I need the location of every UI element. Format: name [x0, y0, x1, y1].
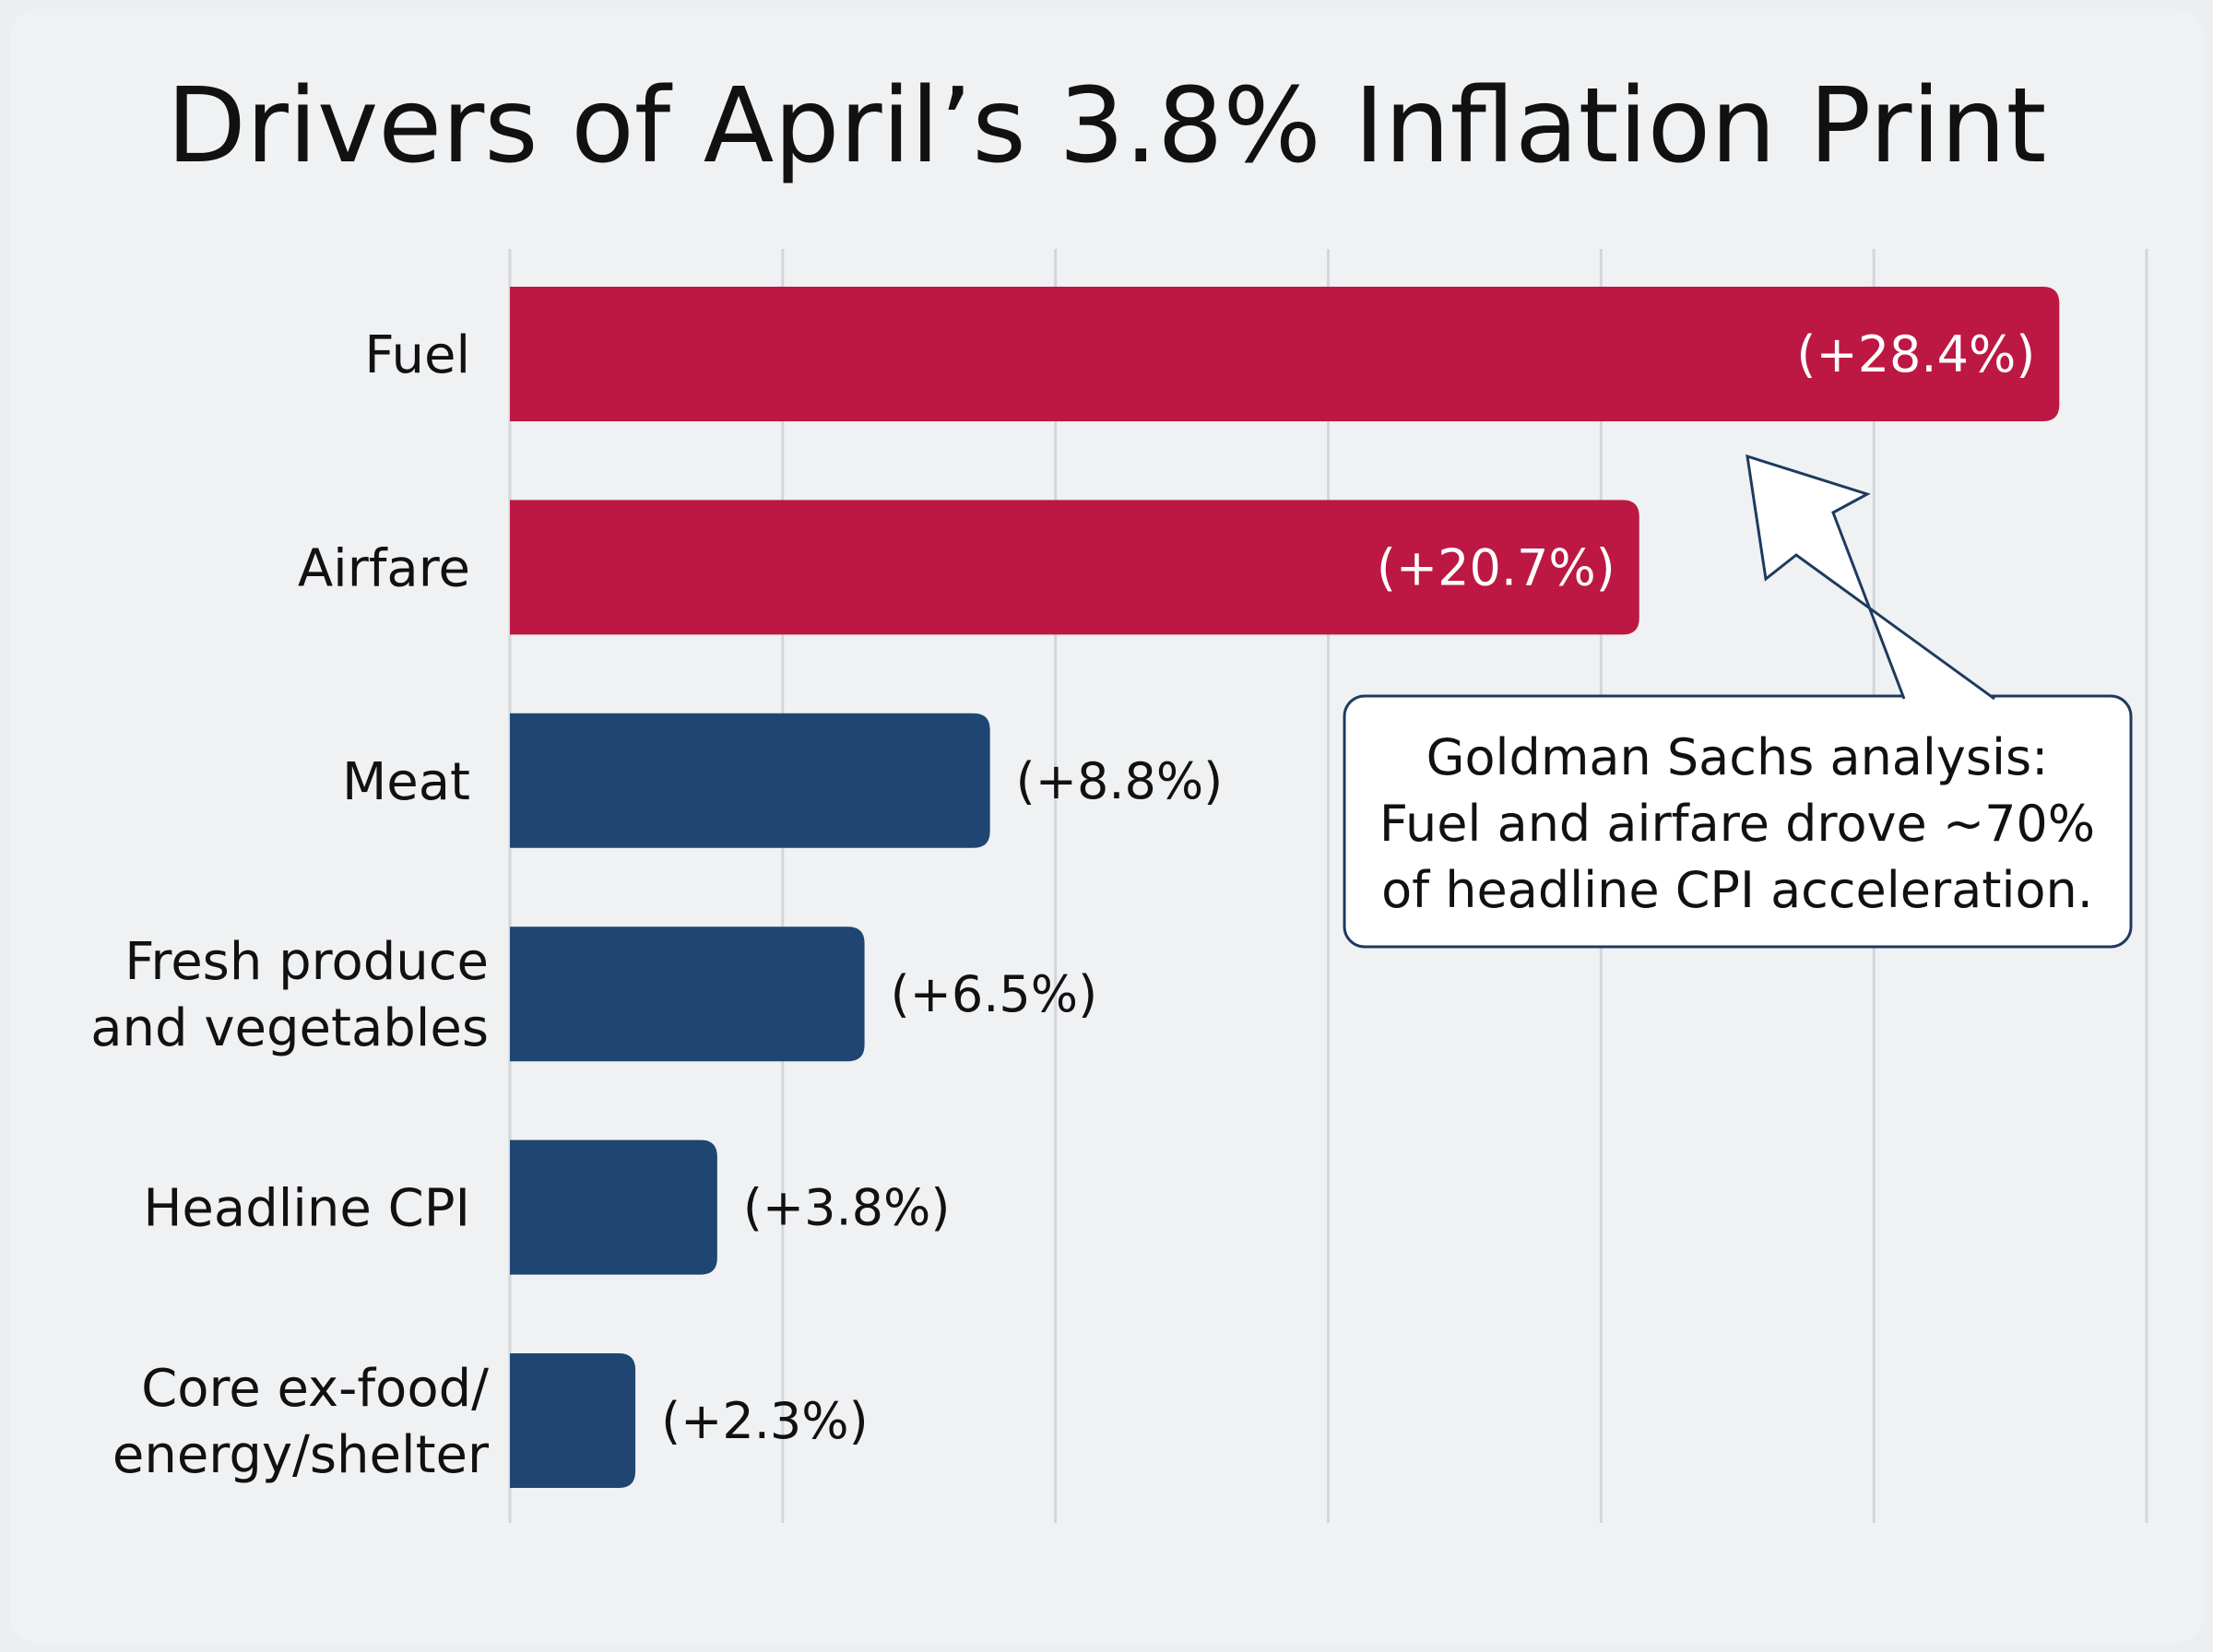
value-label: (+20.7%): [1377, 538, 1615, 596]
annotation-callout: Goldman Sachs analysis: Fuel and airfare…: [1343, 454, 2133, 949]
bar: [510, 1353, 636, 1488]
category-label: Fresh produce: [124, 932, 489, 992]
bar: [510, 1139, 717, 1275]
value-label: (+8.8%): [1016, 752, 1224, 810]
chart-title: Drivers of April’s 3.8% Inflation Print: [167, 66, 2047, 186]
callout-line-1: Goldman Sachs analysis:: [1426, 728, 2049, 786]
category-label: energy/shelter: [112, 1425, 490, 1485]
value-label: (+28.4%): [1796, 325, 2035, 384]
value-label: (+2.3%): [661, 1392, 869, 1450]
category-label: Airfare: [298, 538, 470, 598]
category-label: Meat: [342, 752, 470, 812]
callout-arrow: [1746, 454, 1995, 701]
bar: [510, 287, 2060, 421]
value-label: (+3.8%): [743, 1179, 951, 1237]
category-label: Fuel: [364, 325, 470, 385]
bar: [510, 713, 990, 848]
category-label: and vegetables: [90, 998, 489, 1058]
bar: [510, 926, 865, 1062]
callout-line-3: of headline CPI acceleration.: [1381, 861, 2093, 919]
callout-line-2: Fuel and airfare drove ~70%: [1379, 795, 2095, 853]
bar: [510, 500, 1639, 635]
category-label: Core ex-food/: [141, 1359, 489, 1419]
category-label: Headline CPI: [143, 1179, 470, 1239]
value-label: (+6.5%): [891, 965, 1098, 1023]
callout-box: [1343, 694, 2133, 949]
bars: [510, 287, 2060, 1488]
value-labels: (+28.4%) (+20.7%) (+8.8%) (+6.5%) (+3.8%) (+2…: [661, 325, 2035, 1450]
